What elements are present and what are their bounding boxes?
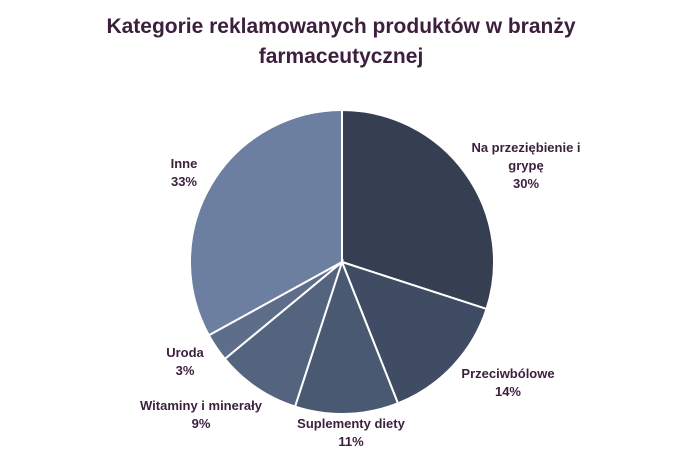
label-value: 33% [170, 174, 198, 189]
chart-title: Kategorie reklamowanych produktów w bran… [0, 12, 682, 72]
label-text: Witaminy i minerały [140, 398, 262, 413]
data-label-inne: Inne 33% [171, 155, 198, 191]
chart-title-line1: Kategorie reklamowanych produktów w bran… [106, 15, 576, 38]
pie-slice-5 [189, 108, 343, 337]
chart-title-line2: farmaceutycznej [258, 45, 424, 68]
label-text: grypę [508, 158, 544, 173]
label-value: 11% [338, 434, 364, 449]
pie-slice-3 [223, 259, 345, 408]
data-label-witaminy: Witaminy i minerały 9% [140, 397, 262, 433]
data-label-na-przeziebienie: Na przeziębienie i grypę 30% [471, 139, 580, 193]
label-value: 14% [494, 384, 522, 399]
label-value: 9% [191, 416, 211, 431]
label-text: Na przeziębienie i [471, 140, 581, 155]
data-label-przeciwbolowe: Przeciwbólowe 14% [461, 365, 554, 401]
label-text: Uroda [166, 345, 204, 360]
label-text: Inne [170, 156, 198, 171]
data-label-suplementy: Suplementy diety 11% [297, 415, 405, 451]
label-text: Przeciwbólowe [461, 366, 555, 381]
pie-slice-2 [293, 259, 400, 415]
pie-slice-0 [341, 108, 495, 311]
pie-slice-1 [340, 260, 488, 405]
label-value: 3% [175, 363, 195, 378]
data-label-uroda: Uroda 3% [166, 344, 204, 380]
label-text: Suplementy diety [297, 416, 405, 431]
label-value: 30% [512, 176, 540, 191]
